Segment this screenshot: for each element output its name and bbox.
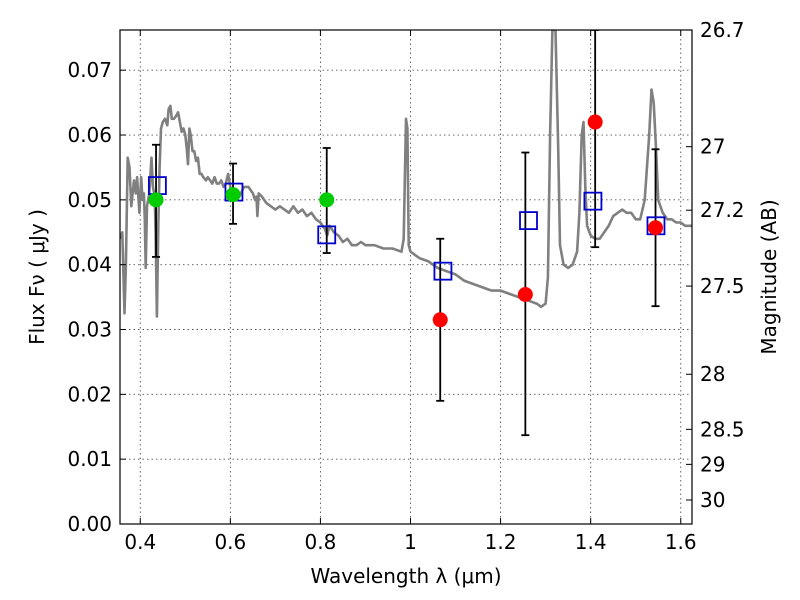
observed-circle-point bbox=[432, 312, 448, 328]
model-squares-series bbox=[147, 176, 666, 281]
x-tick-label: 0.6 bbox=[214, 530, 246, 554]
right-tick-label: 27.5 bbox=[700, 274, 745, 298]
y-axis-title: Flux Fν ( μJy ) bbox=[25, 209, 49, 345]
x-tick-label: 0.4 bbox=[124, 530, 156, 554]
x-tick-label: 1.4 bbox=[575, 530, 607, 554]
errorbars-series bbox=[152, 30, 660, 437]
model-square-point bbox=[433, 261, 453, 281]
observed-circle-point bbox=[517, 287, 533, 303]
right-tick-label: 27 bbox=[700, 135, 725, 159]
plot-frame bbox=[119, 29, 693, 525]
right-tick-label: 28.5 bbox=[700, 417, 745, 441]
right-axis-title: Magnitude (AB) bbox=[757, 199, 781, 354]
model-square-point bbox=[519, 211, 538, 230]
right-tick-label: 26.7 bbox=[700, 18, 745, 42]
axis-ticks: 0.4 0.6 0.8 1 1.2 1.4 1.6 0.00 0.01 0.02 0.03 0.04 0… bbox=[67, 18, 744, 554]
observed-circles-series bbox=[148, 114, 664, 328]
observed-circle-point bbox=[319, 192, 335, 208]
model-square-point bbox=[583, 191, 603, 211]
grid-lines bbox=[120, 30, 692, 524]
y-tick-label: 0.04 bbox=[67, 253, 112, 277]
observed-circle-point bbox=[587, 114, 603, 130]
observed-circle-point bbox=[148, 192, 164, 208]
model-square-point bbox=[317, 225, 337, 245]
x-axis-title: Wavelength λ (μm) bbox=[310, 564, 501, 588]
y-tick-label: 0.07 bbox=[67, 58, 112, 82]
y-tick-label: 0.01 bbox=[67, 447, 112, 471]
y-tick-label: 0.02 bbox=[67, 382, 112, 406]
x-tick-label: 1.2 bbox=[485, 530, 517, 554]
y-tick-label: 0.06 bbox=[67, 123, 112, 147]
observed-circle-point bbox=[648, 220, 664, 236]
right-tick-label: 27.2 bbox=[700, 198, 745, 222]
right-tick-label: 30 bbox=[700, 488, 725, 512]
x-tick-label: 1.6 bbox=[665, 530, 697, 554]
spectrum-line bbox=[120, 30, 692, 318]
y-tick-label: 0.00 bbox=[67, 512, 112, 536]
spectrum-series bbox=[120, 30, 692, 318]
x-tick-label: 0.8 bbox=[305, 530, 337, 554]
observed-circle-point bbox=[225, 187, 241, 203]
y-tick-label: 0.05 bbox=[67, 188, 112, 212]
y-tick-label: 0.03 bbox=[67, 318, 112, 342]
x-tick-label: 1 bbox=[404, 530, 417, 554]
right-tick-label: 28 bbox=[700, 362, 725, 386]
right-tick-label: 29 bbox=[700, 452, 725, 476]
